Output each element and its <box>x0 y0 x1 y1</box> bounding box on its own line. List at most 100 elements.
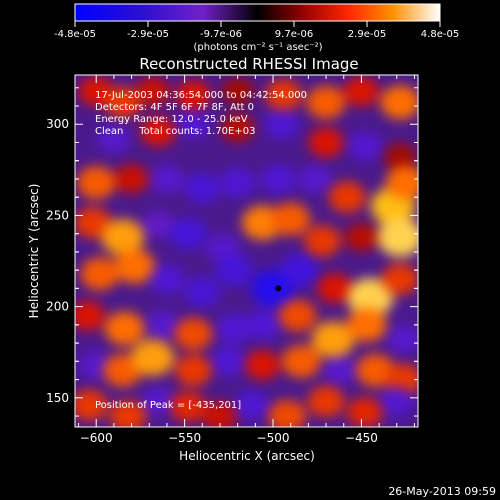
emission-blob-negative <box>141 387 175 416</box>
plot-frame <box>74 74 419 428</box>
emission-blob-positive <box>114 164 149 194</box>
annotation-peak-position: Position of Peak = [-435,201] <box>95 400 241 411</box>
emission-blob-positive <box>380 85 418 120</box>
emission-blob-negative <box>323 356 357 385</box>
y-tick-label: 250 <box>46 208 69 222</box>
emission-blob-positive <box>174 317 213 351</box>
emission-blob-negative <box>142 211 174 238</box>
emission-blob-positive <box>75 300 105 331</box>
emission-blob-positive <box>384 143 417 171</box>
emission-blob-positive <box>347 277 394 318</box>
y-tick-label: 200 <box>46 300 69 314</box>
emission-blob-positive <box>75 207 112 239</box>
colorbar-unit-label: (photons cm⁻² s⁻¹ asec⁻²) <box>193 42 322 53</box>
footer-timestamp: 26-May-2013 09:59 <box>388 485 496 498</box>
emission-blob-negative <box>97 124 131 153</box>
emission-blob-positive <box>304 225 342 257</box>
annotation-clean: Clean Total counts: 1.70E+03 <box>95 126 255 137</box>
emission-blob-negative <box>264 109 300 140</box>
x-tick-label: −450 <box>345 431 378 445</box>
heatmap-emission-blobs <box>75 76 418 427</box>
emission-blob-positive <box>343 76 379 107</box>
emission-blob-positive <box>306 85 346 119</box>
emission-blob-negative <box>184 172 221 204</box>
emission-blob-negative <box>246 309 282 340</box>
emission-blob-positive <box>140 116 176 147</box>
emission-blob-negative <box>387 325 418 354</box>
annotation-energy: Energy Range: 12.0 - 25.0 keV <box>95 114 248 125</box>
emission-blob-positive <box>221 77 254 106</box>
emission-blob-positive <box>268 399 307 427</box>
emission-blob-positive <box>109 400 147 427</box>
emission-blob-positive <box>385 165 418 200</box>
emission-blob-negative <box>216 313 252 344</box>
emission-blob-negative <box>298 164 332 193</box>
emission-blob-negative <box>176 109 211 139</box>
peak-marker <box>275 285 282 292</box>
emission-blob-positive <box>75 389 108 421</box>
emission-blob-negative <box>150 164 184 193</box>
colorbar-tick-label: 9.7e-06 <box>275 29 313 40</box>
emission-blob-negative <box>280 254 319 287</box>
colorbar-tick-label: -2.9e-05 <box>127 29 169 40</box>
emission-blob-negative <box>169 217 207 250</box>
emission-blob-positive <box>311 321 355 358</box>
emission-blob-positive <box>307 385 345 418</box>
emission-blob-negative <box>347 131 382 161</box>
annotation-detectors: Detectors: 4F 5F 6F 7F 8F, Att 0 <box>95 102 254 113</box>
emission-blob-positive <box>202 401 237 427</box>
y-axis-label: Heliocentric Y (arcsec) <box>27 184 41 319</box>
emission-blob-positive <box>221 113 255 142</box>
emission-blob-positive <box>271 202 311 236</box>
emission-blob-positive <box>346 307 387 342</box>
emission-blob-positive <box>131 339 175 376</box>
emission-blob-negative <box>234 390 270 420</box>
emission-blob-positive <box>135 76 170 106</box>
emission-blob-positive <box>344 223 378 252</box>
colorbar-tick-label: 4.8e-05 <box>421 29 459 40</box>
emission-blob-positive <box>101 219 145 256</box>
emission-blob-positive <box>174 354 212 387</box>
emission-blob-positive <box>308 127 344 158</box>
annotation-time-range: 17-Jul-2003 04:36:54.000 to 04:42:54.000 <box>95 90 307 101</box>
emission-blob-positive <box>377 217 418 257</box>
emission-blob-positive <box>265 79 303 111</box>
colorbar-gradient <box>74 3 441 22</box>
emission-blob-negative <box>211 346 247 377</box>
emission-blob-negative <box>149 264 185 295</box>
emission-blob-positive <box>281 344 321 378</box>
colorbar-tick-label: -4.8e-05 <box>54 29 96 40</box>
emission-blob-positive <box>381 263 418 295</box>
x-axis: −600 −550 −500 −450 <box>78 75 415 445</box>
emission-blob-negative <box>146 310 180 339</box>
emission-blob-positive <box>115 249 156 284</box>
emission-blob-negative <box>220 167 256 198</box>
emission-blob-positive <box>104 311 145 346</box>
emission-blob-positive <box>356 353 396 388</box>
y-axis: 150 200 250 300 <box>46 87 418 417</box>
emission-blob-positive <box>170 391 207 423</box>
colorbar-ticks <box>74 21 441 27</box>
x-axis-label: Heliocentric X (arcsec) <box>179 449 315 463</box>
emission-blob-positive <box>80 257 120 291</box>
x-tick-label: −600 <box>80 431 113 445</box>
emission-blob-positive <box>76 166 116 200</box>
emission-blob-negative <box>215 254 253 286</box>
y-tick-label: 150 <box>46 391 69 405</box>
emission-blob-negative <box>184 276 221 308</box>
emission-blob-positive <box>278 299 317 332</box>
colorbar-tick-label: 2.9e-05 <box>348 29 386 40</box>
emission-blob-positive <box>104 86 142 119</box>
y-tick-label: 300 <box>46 117 69 131</box>
colorbar-tick-label: -9.7e-06 <box>200 29 242 40</box>
chart-title: Reconstructed RHESSI Image <box>139 55 358 73</box>
emission-blob-positive <box>346 397 383 427</box>
heatmap-image <box>75 75 418 427</box>
colorbar: -4.8e-05 -2.9e-05 -9.7e-06 9.7e-06 2.9e-… <box>54 3 459 53</box>
x-tick-label: −500 <box>257 431 290 445</box>
emission-blob-positive <box>317 273 353 304</box>
emission-blob-negative <box>260 164 296 194</box>
x-tick-label: −550 <box>168 431 201 445</box>
emission-blob-positive <box>244 350 280 380</box>
